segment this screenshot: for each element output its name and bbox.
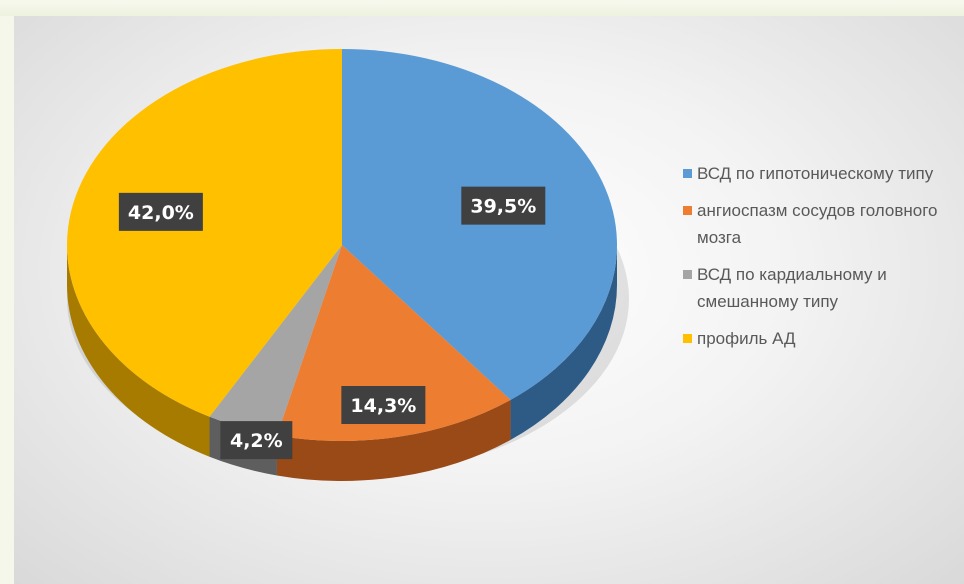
data-label-box-2 [220,421,293,460]
slice-side-1 [276,399,511,481]
data-label-box-1 [341,386,426,425]
legend-label: ВСД по гипотоническому типу [697,164,934,183]
legend-swatch [683,206,692,215]
legend-item-hypotonic: ВСД по гипотоническому типу [683,160,963,187]
top-strip [0,0,964,16]
legend-swatch [683,334,692,343]
legend-label: ангиоспазм сосудов головного мозга [697,201,938,247]
data-label-0: 39,5% [470,196,536,218]
legend-label: профиль АД [697,329,796,348]
data-label-2: 4,2% [230,430,283,452]
data-label-1: 14,3% [350,395,416,417]
pie-slice-3 [67,49,343,417]
data-label-3: 42,0% [128,202,194,224]
legend-item-angiospasm: ангиоспазм сосудов головного мозга [683,197,963,251]
slice-side-0 [510,245,617,440]
legend-swatch [683,270,692,279]
pie-slice-2 [209,245,342,436]
legend-item-bp-profile: профиль АД [683,325,963,352]
left-strip [0,16,14,584]
pie-slice-1 [276,245,511,441]
data-label-box-3 [118,192,203,231]
legend-item-cardiac-mixed: ВСД по кардиальному и смешанному типу [683,261,963,315]
slice-side-3 [67,245,210,457]
legend-swatch [683,169,692,178]
data-label-box-0 [461,186,546,225]
chart-legend: ВСД по гипотоническому типу ангиоспазм с… [683,160,963,362]
legend-label: ВСД по кардиальному и смешанному типу [697,265,887,311]
